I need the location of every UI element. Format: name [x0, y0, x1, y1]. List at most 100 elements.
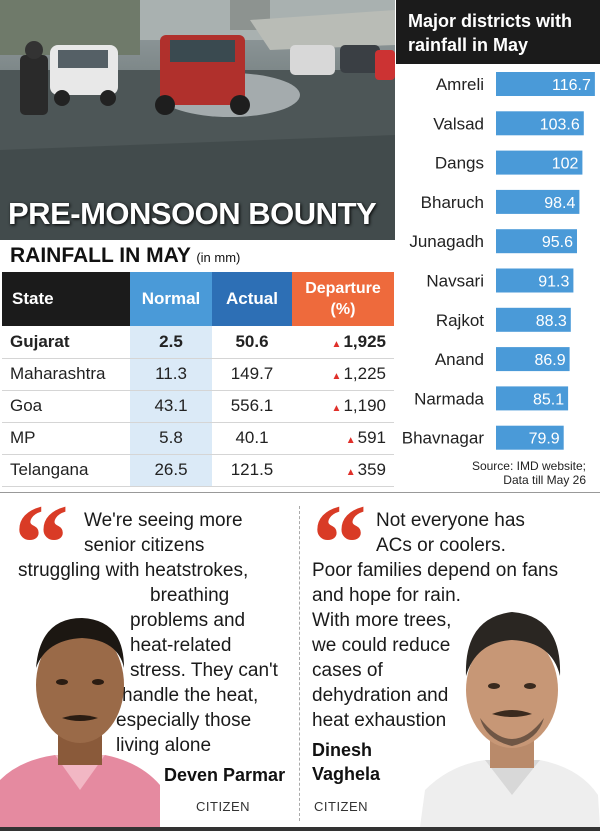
district-value-label: 103.6 — [540, 116, 580, 133]
quote-right: Not everyone has ACs or coolers. Poor fa… — [300, 508, 600, 733]
quote-line: we could reduce — [312, 635, 451, 656]
table-row: Gujarat 2.5 50.6 ▲ 1,925 — [2, 326, 394, 359]
table-row: Goa 43.1 556.1 ▲ 1,190 — [2, 390, 394, 423]
quote-mark-icon: “ — [14, 482, 69, 604]
district-value-label: 79.9 — [529, 431, 560, 448]
quote-line: Poor families depend on fans — [312, 560, 559, 581]
district-bar — [496, 150, 583, 175]
district-value-label: 85.1 — [533, 391, 564, 408]
up-triangle-icon: ▲ — [331, 338, 342, 350]
source-line1: Source: IMD website; — [471, 459, 586, 473]
portrait-right — [420, 612, 600, 827]
district-label: Amreli — [436, 75, 484, 94]
district-bar — [496, 307, 571, 332]
cell-departure-value: 1,925 — [343, 331, 386, 351]
district-label: Rajkot — [436, 311, 484, 330]
district-label: Bhavnagar — [402, 429, 485, 448]
cell-departure-value: 1,190 — [343, 396, 386, 415]
street-rain-photo: PRE-MONSOON BOUNTY — [0, 0, 395, 240]
district-bar — [496, 72, 595, 96]
cell-state: MP — [2, 422, 130, 455]
cell-normal: 11.3 — [130, 358, 212, 391]
person-name-right: Dinesh Vaghela — [312, 738, 380, 786]
header-normal: Normal — [130, 272, 212, 326]
cell-actual: 149.7 — [212, 358, 292, 391]
district-value-label: 98.4 — [544, 195, 575, 212]
district-label: Valsad — [433, 114, 484, 133]
person-name-right-line1: Dinesh — [312, 740, 373, 760]
district-bar — [496, 268, 574, 293]
quote-line: heat exhaustion — [312, 710, 447, 731]
header-departure-line2: (%) — [330, 301, 356, 318]
cell-state: Telangana — [2, 454, 130, 487]
cell-departure-value: 359 — [357, 460, 386, 479]
cell-state: Gujarat — [2, 326, 130, 359]
cell-departure: ▲ 1,925 — [292, 326, 394, 359]
district-value-label: 102 — [552, 156, 579, 173]
quote-left: We're seeing more senior citizens strugg… — [0, 508, 300, 763]
headline: PRE-MONSOON BOUNTY — [8, 196, 377, 231]
district-value-label: 91.3 — [538, 274, 569, 291]
person-name-left: Deven Parmar — [164, 765, 286, 785]
quote-line: With more trees, — [312, 610, 452, 631]
table-row: MP 5.8 40.1 ▲ 591 — [2, 422, 394, 455]
up-triangle-icon: ▲ — [331, 371, 342, 382]
quote-mark-icon: “ — [312, 482, 367, 604]
district-value-label: 88.3 — [536, 313, 567, 330]
district-label: Anand — [435, 350, 484, 369]
quote-line: problems and — [130, 610, 246, 631]
district-label: Navsari — [426, 272, 484, 291]
bottom-rule — [0, 827, 600, 831]
person-role-left: CITIZEN — [196, 799, 251, 814]
district-value-label: 95.6 — [542, 234, 573, 251]
quote-line: living alone — [116, 735, 212, 756]
chart-header: Major districts with rainfall in May — [396, 0, 600, 64]
district-label: Dangs — [435, 154, 484, 173]
cell-departure: ▲ 591 — [292, 422, 394, 455]
quote-line: dehydration and — [312, 685, 449, 706]
district-bar — [496, 189, 580, 214]
table-title-text: RAINFALL IN MAY — [10, 244, 191, 267]
district-value-label: 86.9 — [535, 352, 566, 369]
cell-normal: 2.5 — [130, 326, 212, 359]
district-value-label: 116.7 — [552, 77, 591, 94]
quote-line: cases of — [312, 660, 383, 681]
district-bar — [496, 229, 577, 254]
column-divider — [299, 506, 300, 821]
table-title: RAINFALL IN MAY (in mm) — [10, 244, 240, 268]
portrait-left — [0, 618, 160, 830]
quote-line: especially those — [116, 710, 252, 731]
quote-line: heat-related — [130, 635, 232, 656]
quote-line: breathing — [150, 585, 230, 606]
district-label: Junagadh — [409, 232, 484, 251]
cell-normal: 43.1 — [130, 390, 212, 423]
up-triangle-icon: ▲ — [345, 435, 356, 446]
district-bar-chart: Amreli 116.7 Valsad 103.6 Dangs 102 Bharuch 98.… — [402, 72, 595, 450]
district-bar — [496, 386, 569, 411]
cell-normal: 26.5 — [130, 454, 212, 487]
rainfall-table: State Normal Actual Departure (%) Gujara… — [2, 272, 394, 487]
cell-departure-value: 1,225 — [343, 364, 386, 383]
chart-title: Major districts with rainfall in May — [408, 11, 573, 55]
header-actual: Actual — [212, 272, 292, 326]
quote-line: senior citizens — [84, 535, 205, 556]
source-line2: Data till May 26 — [503, 473, 586, 487]
quote-line: and hope for rain. — [312, 585, 461, 606]
person-name-right-line2: Vaghela — [312, 764, 381, 784]
section-divider — [0, 492, 600, 493]
source-note: Source: IMD website; Data till May 26 — [472, 459, 586, 487]
cell-state: Maharashtra — [2, 358, 130, 391]
cell-actual: 50.6 — [212, 326, 292, 359]
quote-line: Not everyone has — [376, 510, 525, 531]
up-triangle-icon: ▲ — [331, 403, 342, 414]
table-row: Telangana 26.5 121.5 ▲ 359 — [2, 454, 394, 487]
district-label: Bharuch — [421, 193, 484, 212]
header-departure: Departure (%) — [292, 272, 394, 326]
cell-departure: ▲ 359 — [292, 454, 394, 487]
quote-line: stress. They can't — [130, 660, 278, 681]
cell-actual: 556.1 — [212, 390, 292, 423]
cell-departure: ▲ 1,225 — [292, 358, 394, 391]
district-label: Narmada — [414, 389, 484, 408]
table-row: Maharashtra 11.3 149.7 ▲ 1,225 — [2, 358, 394, 391]
cell-state: Goa — [2, 390, 130, 423]
